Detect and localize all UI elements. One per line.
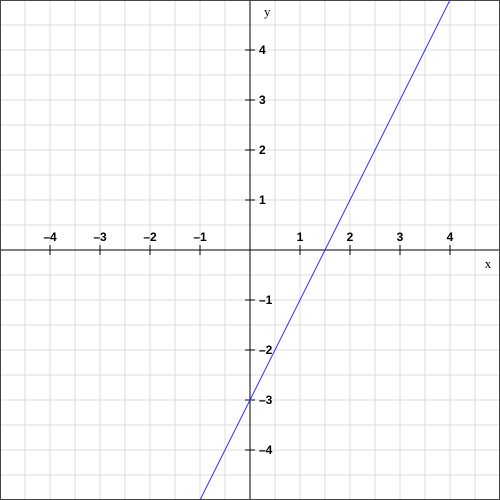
y-tick-label: 4 (259, 43, 266, 57)
x-axis-label: x (485, 256, 492, 271)
x-tick-label: 3 (397, 230, 404, 244)
x-tick-label: 2 (347, 230, 354, 244)
y-tick-label: –1 (259, 293, 273, 307)
x-tick-label: –2 (143, 230, 157, 244)
x-tick-label: 1 (297, 230, 304, 244)
x-tick-label: –3 (93, 230, 107, 244)
chart-svg: –4 –3 –2 –1 1 2 3 4 –4 –3 –2 –1 1 2 3 4 x y (0, 0, 500, 500)
y-tick-label: –4 (259, 443, 273, 457)
x-tick-label: 4 (447, 230, 454, 244)
y-tick-label: 2 (259, 143, 266, 157)
y-tick-label: –2 (259, 343, 273, 357)
x-tick-label: –1 (193, 230, 207, 244)
y-tick-label: 3 (259, 93, 266, 107)
x-tick-label: –4 (43, 230, 57, 244)
coordinate-plane-chart: –4 –3 –2 –1 1 2 3 4 –4 –3 –2 –1 1 2 3 4 x y (0, 0, 500, 500)
y-axis-label: y (264, 4, 271, 19)
y-tick-label: –3 (259, 393, 273, 407)
y-tick-label: 1 (259, 193, 266, 207)
